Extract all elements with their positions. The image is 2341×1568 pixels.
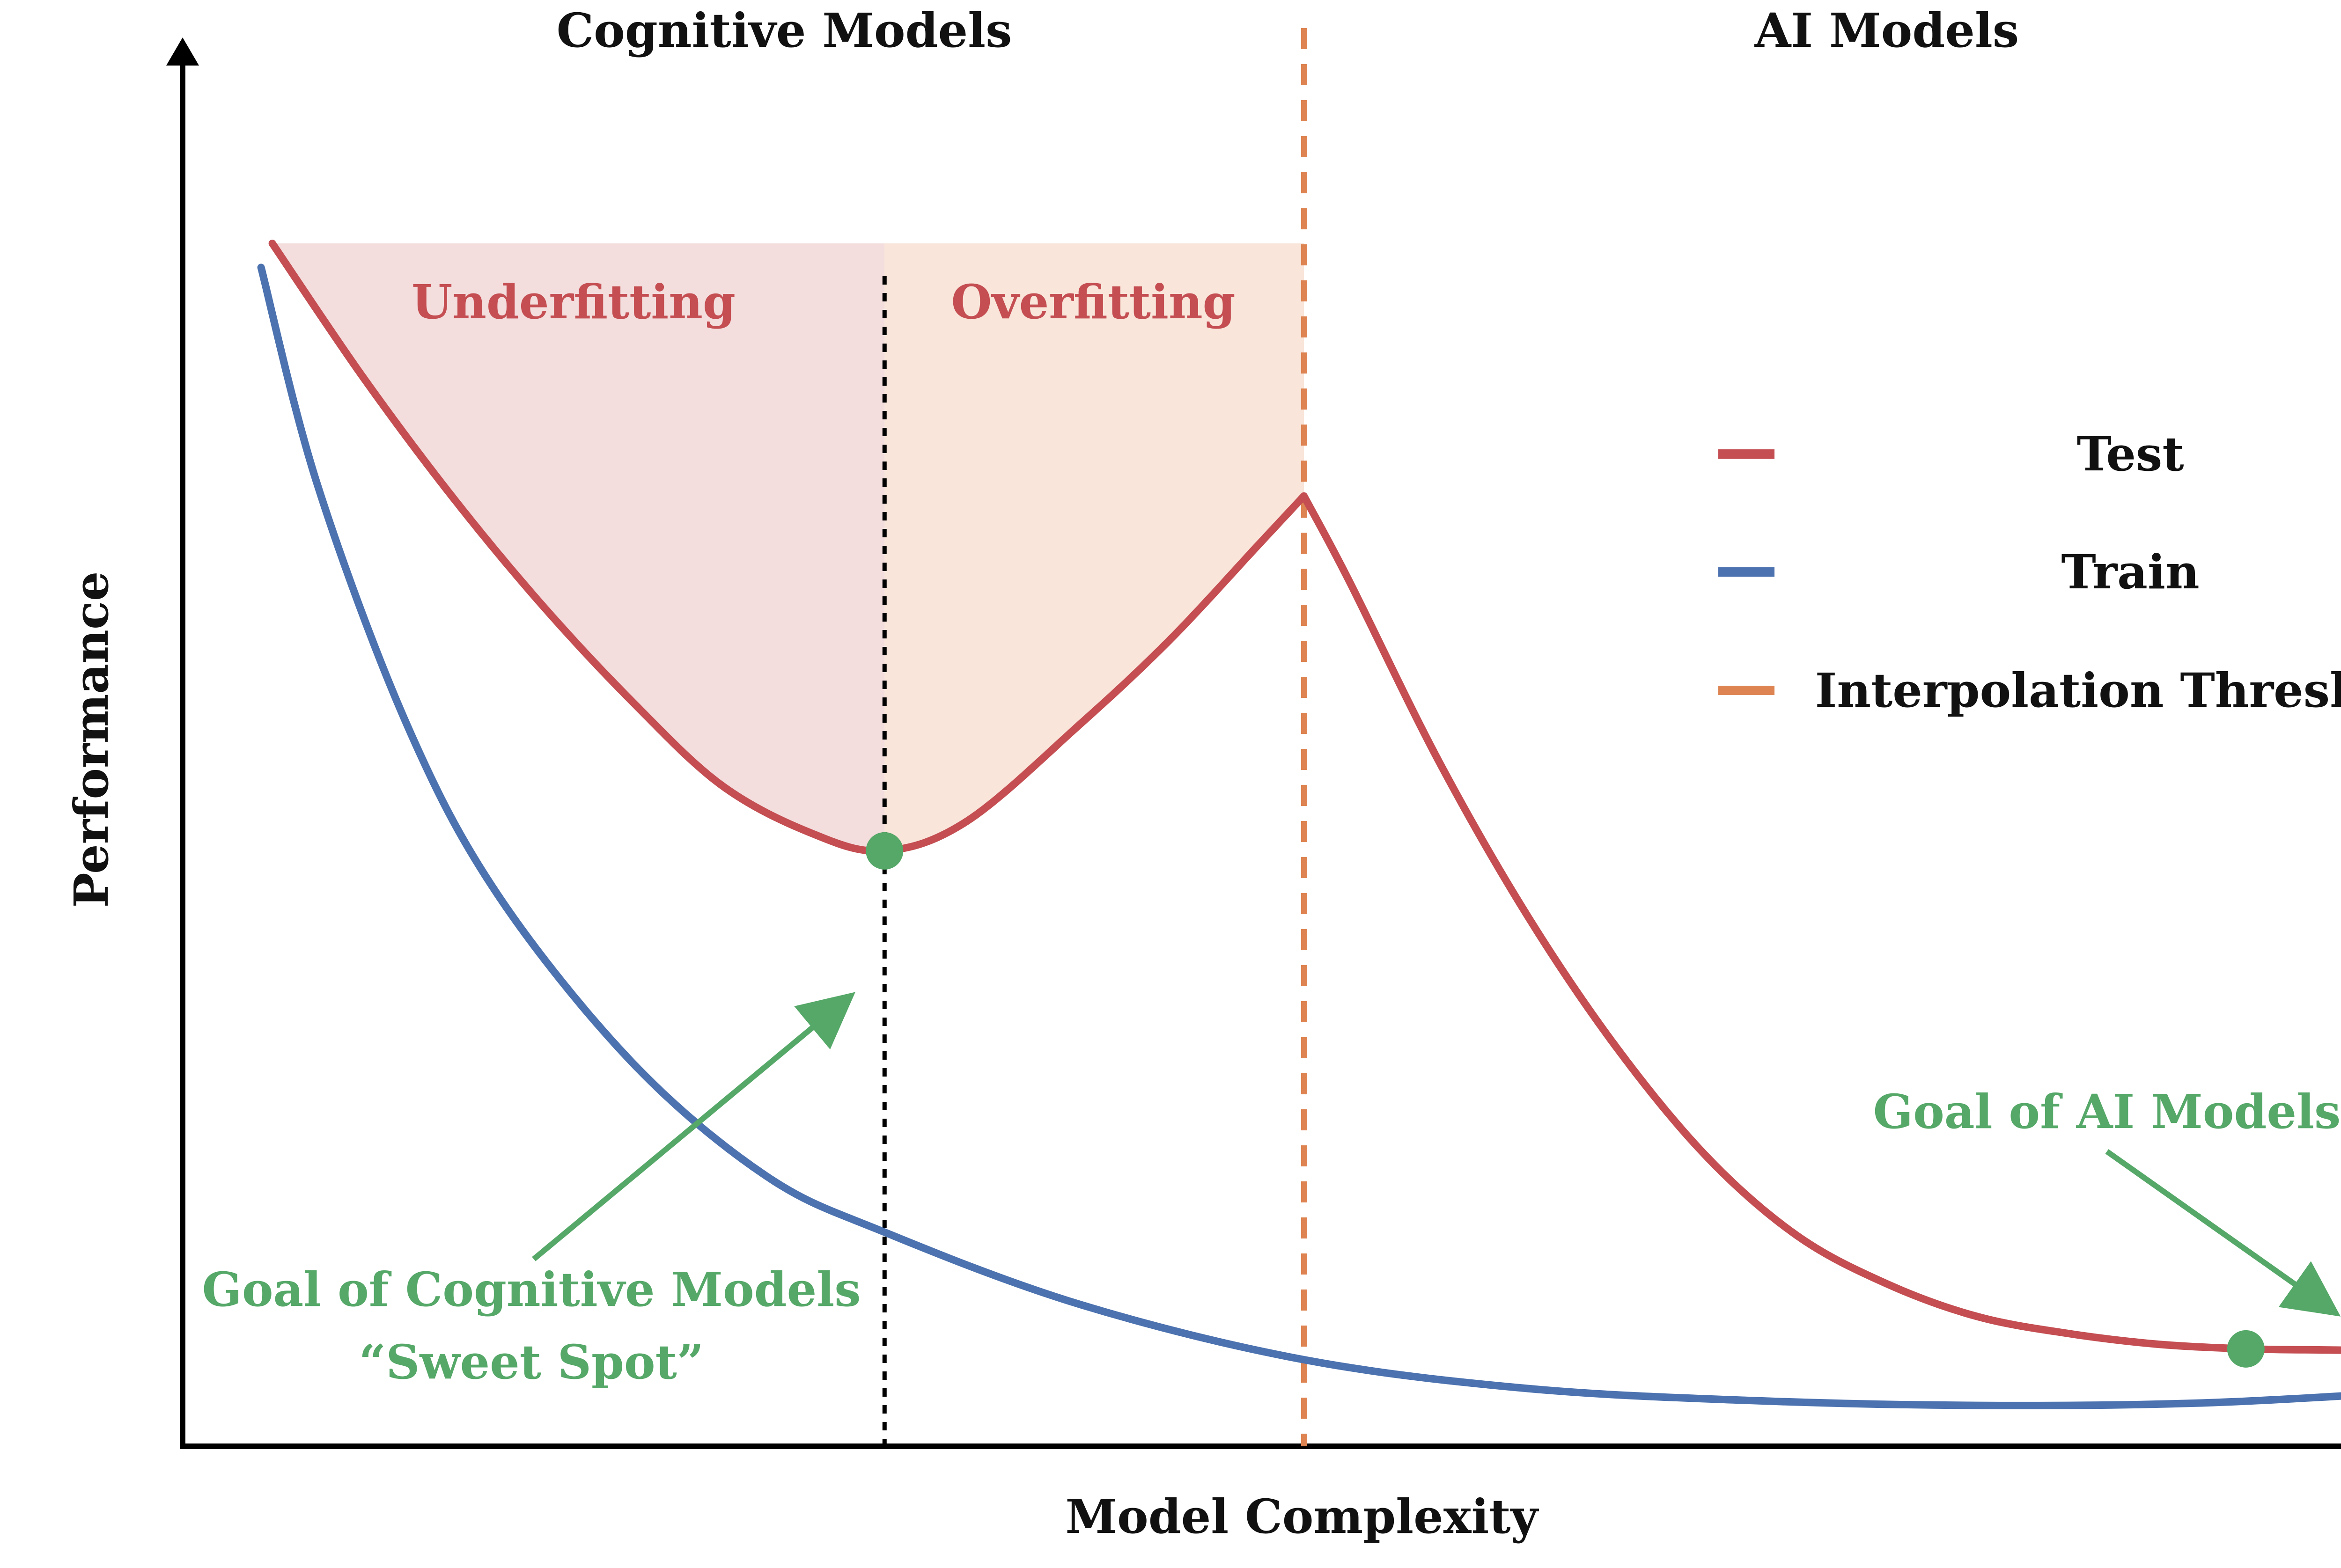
ai-goal-marker — [2227, 1330, 2265, 1368]
sweet-spot-label: “Sweet Spot” — [359, 1334, 704, 1390]
region-label-ai: AI Models — [1754, 3, 2019, 58]
underfitting-label: Underfitting — [412, 274, 736, 330]
x-axis-label: Model Complexity — [1065, 1489, 1539, 1544]
legend-label-test: Test — [2076, 426, 2184, 482]
legend-label-train: Train — [2061, 544, 2199, 600]
shaded-regions — [272, 243, 1304, 851]
sweet-spot-marker — [866, 832, 904, 870]
cognitive-goal-arrow — [532, 992, 855, 1261]
legend: Test Train Interpolation Threshold — [1718, 426, 2341, 718]
overfitting-region — [884, 243, 1304, 851]
cognitive-goal-label: Goal of Cognitive Models — [202, 1262, 861, 1317]
y-axis-arrowhead — [166, 37, 199, 66]
legend-label-threshold: Interpolation Threshold — [1815, 663, 2341, 718]
train-series-line — [257, 264, 2341, 1409]
overfitting-label: Overfitting — [951, 274, 1235, 330]
test-series-line — [268, 240, 2341, 1354]
ai-goal-arrow — [2105, 1149, 2341, 1317]
axes — [166, 37, 2341, 1449]
region-label-cognitive: Cognitive Models — [557, 3, 1012, 58]
ai-goal-label: Goal of AI Models — [1873, 1084, 2341, 1139]
underfitting-region — [272, 243, 885, 851]
y-axis-label: Performance — [64, 571, 119, 908]
